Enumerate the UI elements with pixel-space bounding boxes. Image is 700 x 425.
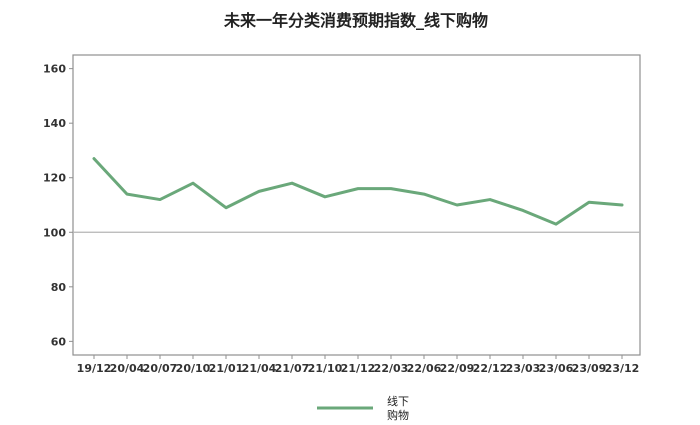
y-tick-label: 120	[43, 172, 66, 185]
x-tick-label: 20/10	[176, 362, 211, 375]
legend: 线下 购物	[317, 394, 409, 422]
x-tick-label: 20/07	[143, 362, 178, 375]
x-axis: 19/1220/0420/0720/1021/0121/0421/0721/10…	[77, 355, 640, 375]
y-tick-label: 80	[51, 281, 67, 294]
series-line	[92, 157, 624, 226]
legend-label-line-2: 购物	[387, 408, 409, 422]
x-tick-label: 21/12	[341, 362, 376, 375]
x-tick-label: 21/04	[242, 362, 277, 375]
x-tick-label: 21/01	[209, 362, 244, 375]
plot-area	[72, 54, 641, 356]
x-tick-label: 22/12	[473, 362, 508, 375]
x-tick-label: 20/04	[110, 362, 145, 375]
x-tick-label: 21/07	[275, 362, 310, 375]
x-tick-label: 23/09	[572, 362, 607, 375]
x-tick-label: 23/12	[605, 362, 640, 375]
y-tick-label: 100	[43, 226, 66, 239]
x-tick-label: 23/06	[539, 362, 574, 375]
y-tick-label: 60	[51, 335, 67, 348]
x-tick-label: 22/03	[374, 362, 409, 375]
x-tick-label: 19/12	[77, 362, 112, 375]
legend-label-line-1: 线下	[387, 394, 409, 408]
series-layer	[92, 157, 624, 226]
chart-title: 未来一年分类消费预期指数_线下购物	[223, 11, 488, 30]
x-tick-label: 22/09	[440, 362, 475, 375]
x-tick-label: 21/10	[308, 362, 343, 375]
x-tick-label: 22/06	[407, 362, 442, 375]
y-axis: 60 80 100 120 140 160	[43, 63, 73, 348]
x-tick-label: 23/03	[506, 362, 541, 375]
y-tick-label: 160	[43, 63, 66, 76]
y-tick-label: 140	[43, 117, 66, 130]
